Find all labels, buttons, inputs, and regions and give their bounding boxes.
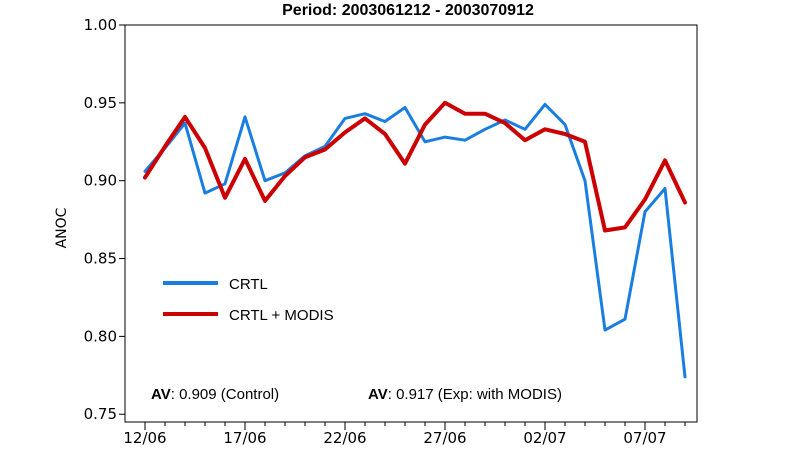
y-tick-label: 0.80 xyxy=(84,327,117,345)
x-axis: 12/06 17/06 22/06 27/06 02/07 07/07 xyxy=(123,422,686,447)
chart-title: Period: 2003061212 - 2003070912 xyxy=(282,2,534,19)
series-layer xyxy=(143,100,687,379)
legend: CRTL CRTL + MODIS xyxy=(163,276,334,324)
plot-frame xyxy=(124,24,698,423)
x-tick-label: 17/06 xyxy=(223,429,266,447)
y-tick-label: 0.90 xyxy=(84,172,117,190)
y-tick-label: 0.75 xyxy=(84,405,117,423)
series-line-crtl xyxy=(143,102,687,379)
legend-label-crtl-modis: CRTL + MODIS xyxy=(229,307,334,324)
x-tick-label: 12/06 xyxy=(123,429,166,447)
annotation-exp: AV: 0.917 (Exp: with MODIS) xyxy=(368,386,562,403)
x-tick-label: 27/06 xyxy=(423,429,466,447)
y-tick-label: 0.85 xyxy=(84,250,117,268)
y-axis-label: ANOC xyxy=(54,207,70,248)
x-tick-label: 02/07 xyxy=(523,429,566,447)
y-tick-label: 1.00 xyxy=(84,16,117,34)
x-tick-label: 07/07 xyxy=(623,429,666,447)
y-axis: 0.75 0.80 0.85 0.90 0.95 1.00 xyxy=(84,16,125,423)
series-line-crtl-modis xyxy=(143,100,687,233)
legend-label-crtl: CRTL xyxy=(229,276,268,293)
x-tick-label: 22/06 xyxy=(323,429,366,447)
y-tick-label: 0.95 xyxy=(84,94,117,112)
annotation-control: AV: 0.909 (Control) xyxy=(151,386,279,403)
